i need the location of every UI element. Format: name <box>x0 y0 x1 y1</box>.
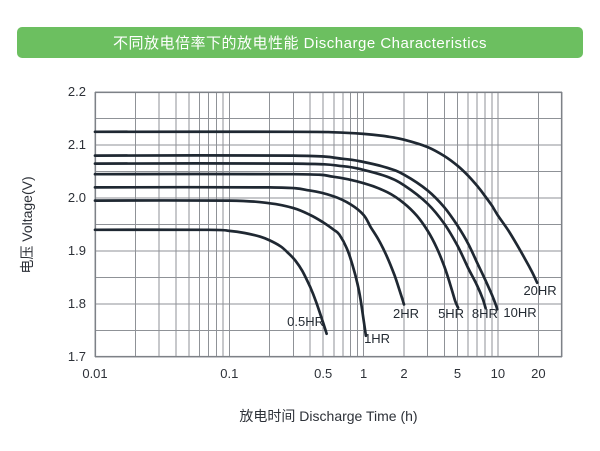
x-tick-label: 0.5 <box>314 366 333 381</box>
x-tick-label: 0.1 <box>220 366 239 381</box>
y-tick-label: 1.8 <box>67 296 86 311</box>
curve-8HR <box>93 162 487 310</box>
chart-title: 不同放电倍率下的放电性能 Discharge Characteristics <box>112 35 488 52</box>
y-tick-label: 2.2 <box>67 84 86 99</box>
curve-label-5HR: 5HR <box>438 306 465 322</box>
curve-5HR <box>93 172 460 310</box>
curve-label-0.5HR: 0.5HR <box>287 314 325 330</box>
curve-label-20HR: 20HR <box>523 283 557 299</box>
curve-20HR <box>93 130 539 285</box>
x-tick-label: 10 <box>490 366 506 381</box>
y-tick-label: 2.1 <box>67 137 86 152</box>
y-tick-label: 1.7 <box>67 349 86 364</box>
curve-2HR <box>93 185 406 306</box>
plot-border <box>94 91 563 358</box>
plot-area <box>93 91 563 358</box>
curve-10HR <box>93 154 499 311</box>
y-tick-label: 2.0 <box>67 190 86 205</box>
curve-label-2HR: 2HR <box>393 306 420 322</box>
x-tick-label: 1 <box>359 366 368 381</box>
x-tick-label: 5 <box>453 366 462 381</box>
x-tick-label: 0.01 <box>82 366 108 381</box>
curve-label-1HR: 1HR <box>364 330 391 346</box>
x-tick-label: 2 <box>400 366 408 381</box>
chart-title-banner: 不同放电倍率下的放电性能 Discharge Characteristics <box>17 27 583 58</box>
y-axis-title: 电压 Voltage(V) <box>19 176 35 274</box>
curve-label-10HR: 10HR <box>503 305 537 320</box>
x-axis-title: 放电时间 Discharge Time (h) <box>239 408 418 424</box>
curve-1HR <box>93 199 368 338</box>
curve-0.5HR <box>93 228 328 336</box>
x-tick-label: 20 <box>531 366 546 381</box>
curve-label-8HR: 8HR <box>471 306 498 322</box>
y-tick-label: 1.9 <box>67 243 86 258</box>
